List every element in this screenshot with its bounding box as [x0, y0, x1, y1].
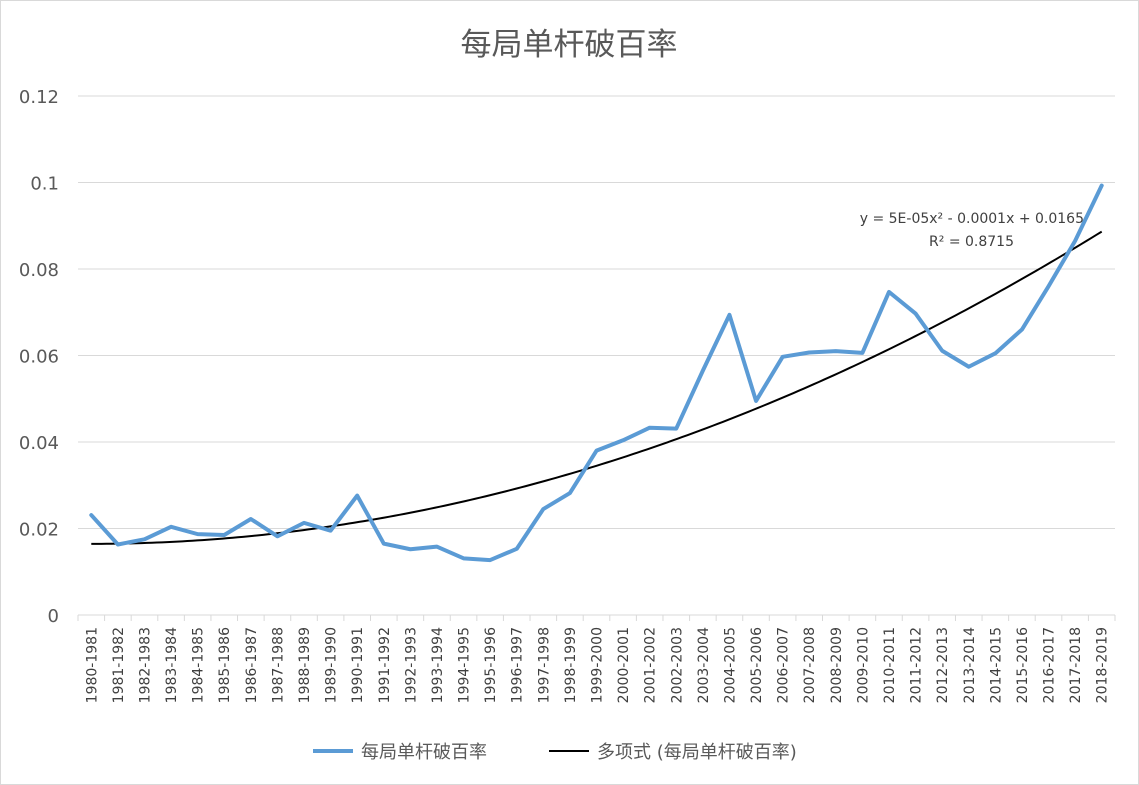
x-tick-label: 2005-2006: [749, 627, 765, 703]
y-tick-label: 0.1: [30, 174, 59, 195]
x-tick-label: 2018-2019: [1095, 627, 1111, 703]
x-tick-label: 1998-1999: [563, 627, 579, 703]
x-tick-label: 2002-2003: [669, 627, 685, 703]
x-tick-label: 2004-2005: [722, 627, 738, 703]
x-tick-label: 2003-2004: [696, 627, 712, 703]
y-axis: 0 0.02 0.04 0.06 0.08 0.1 0.12: [19, 87, 59, 627]
trendline: [91, 230, 1103, 545]
x-tick-label: 2006-2007: [776, 627, 792, 703]
x-tick-label: 1994-1995: [457, 627, 473, 703]
x-tick-label: 1980-1981: [84, 627, 100, 703]
x-tick-label: 1987-1988: [270, 627, 286, 703]
x-axis: 1980-1981 1981-1982 1982-1983 1983-1984 1984…: [77, 615, 1116, 703]
x-tick-label: 2001-2002: [643, 627, 659, 703]
x-tick-label: 1996-1997: [510, 627, 526, 703]
x-tick-label: 1986-1987: [244, 627, 260, 703]
x-tick-label: 1990-1991: [350, 627, 366, 703]
x-tick-label: 1991-1992: [377, 627, 393, 703]
x-tick-label: 1983-1984: [164, 627, 180, 703]
x-tick-label: 1992-1993: [403, 627, 419, 703]
x-tick-label: 2000-2001: [616, 627, 632, 703]
y-tick-label: 0.12: [19, 87, 59, 108]
x-tick-label: 2012-2013: [935, 627, 951, 703]
x-tick-label: 1988-1989: [297, 627, 313, 703]
y-tick-label: 0.08: [19, 260, 59, 281]
legend-label-series: 每局单杆破百率: [361, 742, 487, 763]
x-tick-label: 2007-2008: [802, 627, 818, 703]
x-tick-label: 2008-2009: [829, 627, 845, 703]
trendline-equation: y = 5E-05x² - 0.0001x + 0.0165 R² = 0.87…: [860, 211, 1084, 250]
x-tick-label: 1985-1986: [217, 627, 233, 703]
gridlines: [78, 95, 1115, 616]
y-tick-label: 0: [48, 606, 59, 627]
legend-label-trendline: 多项式 (每局单杆破百率): [597, 742, 797, 763]
trendline-r-squared: R² = 0.8715: [929, 234, 1014, 250]
chart-title: 每局单杆破百率: [461, 27, 678, 63]
x-tick-label: 2015-2016: [1015, 627, 1031, 703]
x-tick-label: 1982-1983: [137, 627, 153, 703]
y-tick-label: 0.06: [19, 347, 59, 368]
x-tick-label: 1997-1998: [536, 627, 552, 703]
x-tick-label: 1993-1994: [430, 627, 446, 703]
x-tick-label: 2017-2018: [1068, 627, 1084, 703]
x-tick-label: 1984-1985: [191, 627, 207, 703]
x-tick-label: 2011-2012: [909, 627, 925, 703]
x-tick-label: 2014-2015: [988, 627, 1004, 703]
x-tick-label: 1989-1990: [324, 627, 340, 703]
x-tick-label: 2010-2011: [882, 627, 898, 703]
series: [89, 183, 1104, 563]
x-tick-label: 1999-2000: [590, 627, 606, 703]
x-tick-label: 2009-2010: [855, 627, 871, 703]
x-tick-label: 2016-2017: [1042, 627, 1058, 703]
x-tick-label: 2013-2014: [962, 627, 978, 703]
y-tick-label: 0.04: [19, 433, 59, 454]
legend: 每局单杆破百率 多项式 (每局单杆破百率): [313, 742, 797, 763]
x-tick-label: 1981-1982: [111, 627, 127, 703]
x-tick-label: 1995-1996: [483, 627, 499, 703]
trendline-path: [91, 230, 1103, 545]
series-line: [89, 183, 1104, 563]
trendline-equation-text: y = 5E-05x² - 0.0001x + 0.0165: [860, 211, 1084, 227]
y-tick-label: 0.02: [19, 520, 59, 541]
